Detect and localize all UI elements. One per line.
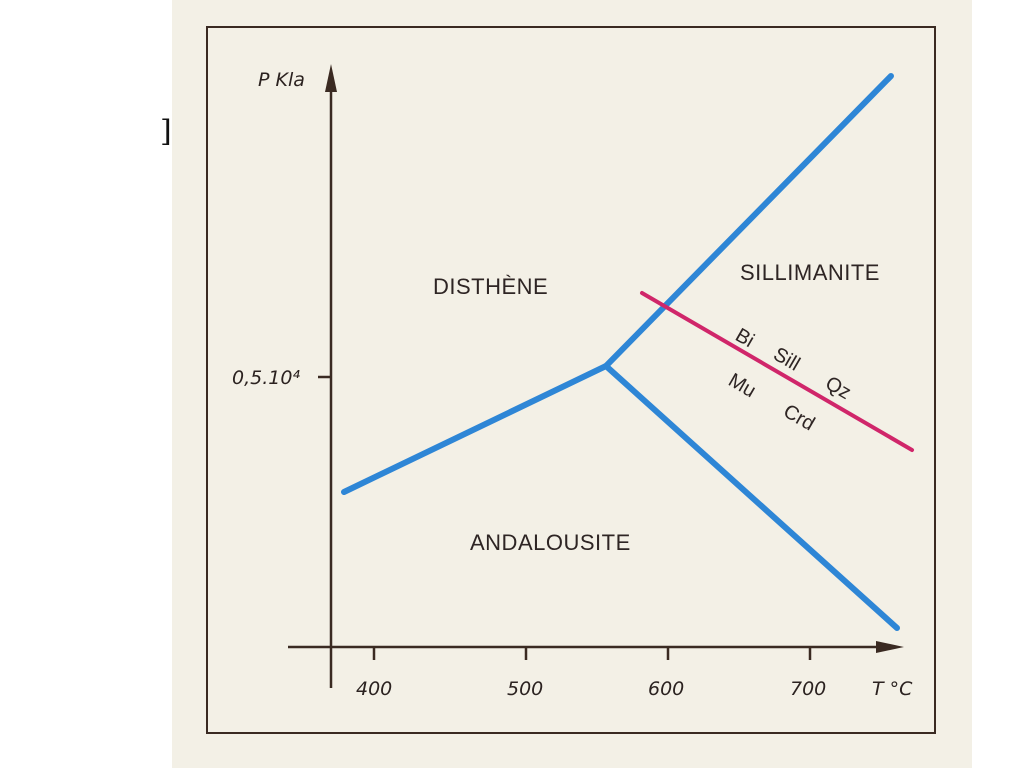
x-tick-label-500: 500: [507, 678, 543, 700]
region-label-disthene: DISTHÈNE: [433, 274, 548, 299]
x-tick-label-700: 700: [790, 678, 826, 700]
y-axis-arrow: [325, 64, 337, 92]
figure-frame: [206, 26, 936, 734]
boundary-kyanite-andalusite: [341, 363, 609, 495]
bracket-glyph: ]: [160, 114, 172, 149]
region-label-andalousite: ANDALOUSITE: [470, 530, 631, 555]
x-axis-label: T °C: [872, 678, 913, 700]
x-tick-label-400: 400: [356, 678, 392, 700]
reaction-label-crd: Crd: [780, 400, 819, 435]
x-tick-label-600: 600: [648, 678, 684, 700]
x-axis-arrow: [876, 641, 904, 653]
boundary-kyanite-sillimanite: [603, 73, 894, 369]
reaction-line: [640, 291, 914, 452]
y-tick-label: 0,5.10⁴: [232, 367, 300, 389]
reaction-label-mu: Mu: [725, 369, 760, 402]
y-axis-label: P Kla: [258, 69, 305, 91]
region-label-sillimanite: SILLIMANITE: [740, 260, 880, 285]
boundary-andalusite-sillimanite: [603, 363, 900, 631]
